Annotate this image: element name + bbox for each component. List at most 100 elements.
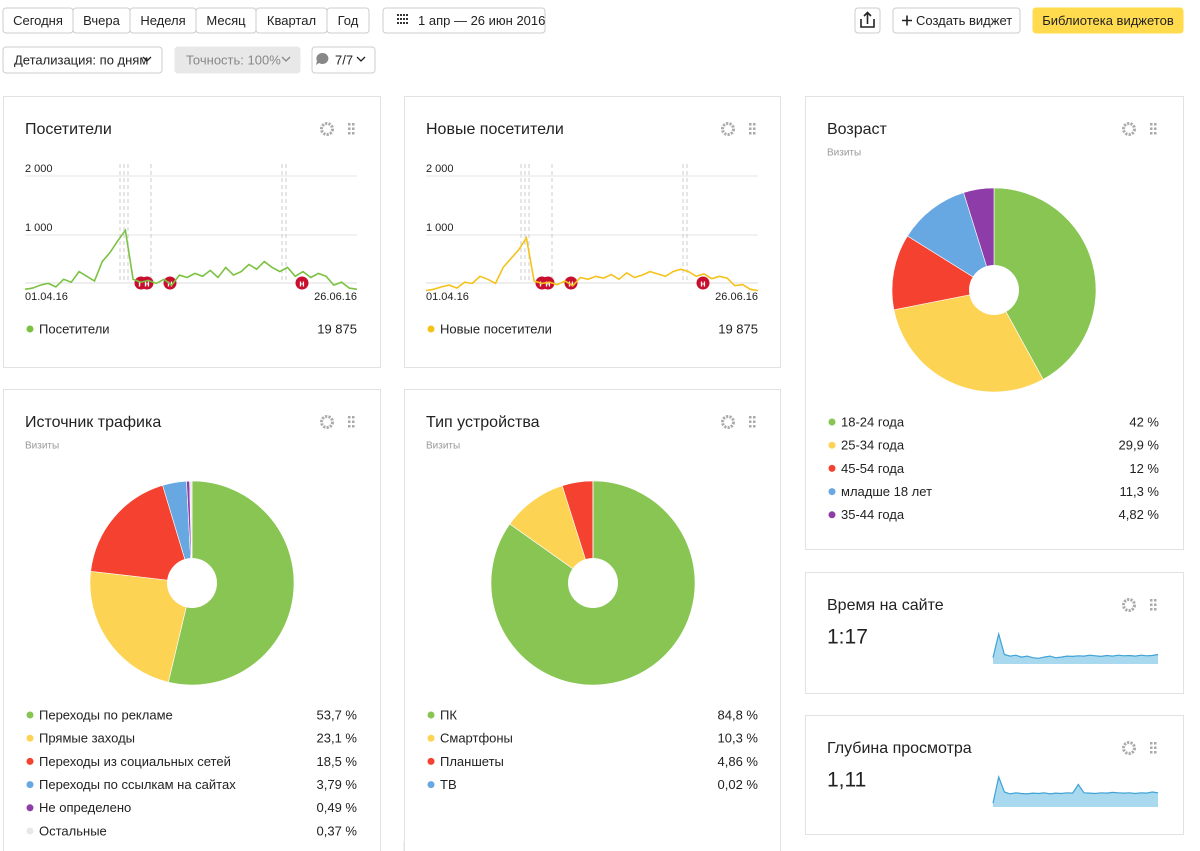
drag-icon[interactable] [352, 425, 355, 428]
gear-icon[interactable] [1122, 122, 1136, 136]
legend-value: 10,3 % [718, 731, 759, 746]
gear-icon[interactable] [1122, 598, 1136, 612]
pie-slice[interactable] [90, 484, 193, 584]
chevron [356, 56, 366, 62]
drag-icon[interactable] [348, 425, 351, 428]
drag-icon[interactable] [1150, 746, 1153, 750]
drag-icon[interactable] [753, 127, 756, 131]
calendar-icon [403, 14, 405, 16]
pie-slice[interactable] [907, 192, 995, 291]
drag-icon[interactable] [348, 127, 351, 131]
gear-icon[interactable] [320, 122, 334, 136]
drag-icon[interactable] [749, 132, 752, 135]
date-button[interactable]: 1 апр — 26 июн 2016 [382, 7, 546, 34]
drag-icon[interactable] [348, 132, 351, 135]
legend-dot [828, 511, 836, 519]
annotation-label: н [144, 278, 149, 288]
drag-icon[interactable] [1154, 746, 1157, 750]
period-button[interactable]: Квартал [255, 7, 328, 34]
detail-select[interactable]: Детализация: по дням [2, 46, 163, 74]
create-widget-button-bg [892, 7, 1021, 34]
annotation-marker[interactable] [295, 276, 309, 290]
drag-icon[interactable] [1150, 608, 1153, 611]
widget-frame [805, 572, 1184, 694]
drag-icon[interactable] [1150, 751, 1153, 754]
segments-select[interactable]: 7/7 [311, 46, 376, 74]
drag-icon[interactable] [1154, 132, 1157, 135]
drag-icon[interactable] [749, 127, 752, 131]
legend-value: 53,7 % [317, 707, 358, 722]
gear-icon[interactable] [721, 122, 735, 136]
legend-label: 35-44 года [841, 507, 905, 522]
accuracy-select[interactable]: Точность: 100% [174, 46, 301, 74]
library-button[interactable]: Библиотека виджетов [1032, 7, 1184, 34]
annotation-marker[interactable] [140, 276, 154, 290]
gear-icon[interactable] [320, 415, 334, 429]
period-button[interactable]: Вчера [72, 7, 131, 34]
drag-icon[interactable] [352, 123, 355, 126]
drag-icon[interactable] [749, 420, 752, 424]
legend-dot [427, 734, 435, 742]
drag-icon[interactable] [352, 132, 355, 135]
drag-icon[interactable] [1150, 742, 1153, 745]
period-button[interactable]: Неделя [129, 7, 197, 34]
pie-slice[interactable] [963, 187, 995, 291]
annotation-marker[interactable] [696, 276, 710, 290]
drag-icon[interactable] [352, 416, 355, 419]
drag-icon[interactable] [753, 416, 756, 419]
create-widget-button[interactable]: Создать виджет [892, 7, 1021, 34]
drag-icon[interactable] [352, 127, 355, 131]
pie-slice[interactable] [167, 480, 295, 686]
gear-icon[interactable] [1122, 741, 1136, 755]
pie-slice[interactable] [89, 570, 193, 683]
drag-icon[interactable] [348, 420, 351, 424]
legend-label: 25-34 года [841, 438, 905, 453]
drag-icon[interactable] [749, 123, 752, 126]
pie-slice[interactable] [189, 480, 193, 584]
pie-slice[interactable] [993, 187, 1097, 380]
drag-icon[interactable] [1150, 599, 1153, 602]
drag-icon[interactable] [352, 420, 355, 424]
pie-hole [167, 558, 217, 608]
drag-icon[interactable] [1154, 603, 1157, 607]
pie-slice[interactable] [893, 289, 1044, 393]
annotation-marker[interactable] [564, 276, 578, 290]
drag-icon[interactable] [1150, 603, 1153, 607]
drag-icon[interactable] [753, 420, 756, 424]
calendar-icon [406, 14, 408, 16]
drag-icon[interactable] [753, 123, 756, 126]
drag-icon[interactable] [749, 425, 752, 428]
date-button-label: 1 апр — 26 июн 2016 [418, 13, 545, 28]
drag-icon[interactable] [1150, 123, 1153, 126]
library-button-label: Библиотека виджетов [1042, 13, 1174, 28]
y-tick-label: 1 000 [426, 222, 454, 234]
widget-frame [404, 96, 781, 368]
drag-icon[interactable] [1154, 599, 1157, 602]
drag-icon[interactable] [749, 416, 752, 419]
legend-label: Прямые заходы [39, 731, 135, 746]
drag-icon[interactable] [1154, 608, 1157, 611]
period-button[interactable]: Год [326, 7, 370, 34]
drag-icon[interactable] [1154, 751, 1157, 754]
pie-slice[interactable] [891, 235, 995, 311]
series-line [425, 235, 759, 292]
drag-icon[interactable] [1150, 127, 1153, 131]
drag-icon[interactable] [348, 416, 351, 419]
period-button-label: Неделя [140, 13, 185, 28]
drag-icon[interactable] [1154, 742, 1157, 745]
period-button[interactable]: Месяц [195, 7, 257, 34]
period-button[interactable]: Сегодня [2, 7, 74, 34]
widget-subtitle: Визиты [827, 148, 861, 159]
share-button[interactable] [854, 7, 881, 34]
drag-icon[interactable] [348, 123, 351, 126]
x-tick-label: 26.06.16 [314, 291, 357, 303]
gear-icon[interactable] [721, 415, 735, 429]
drag-icon[interactable] [1154, 123, 1157, 126]
spark-line [992, 631, 1159, 659]
drag-icon[interactable] [1154, 127, 1157, 131]
drag-icon[interactable] [1150, 132, 1153, 135]
widget-title: Глубина просмотра [827, 740, 972, 757]
drag-icon[interactable] [753, 132, 756, 135]
legend-label: 18-24 года [841, 414, 905, 429]
drag-icon[interactable] [753, 425, 756, 428]
